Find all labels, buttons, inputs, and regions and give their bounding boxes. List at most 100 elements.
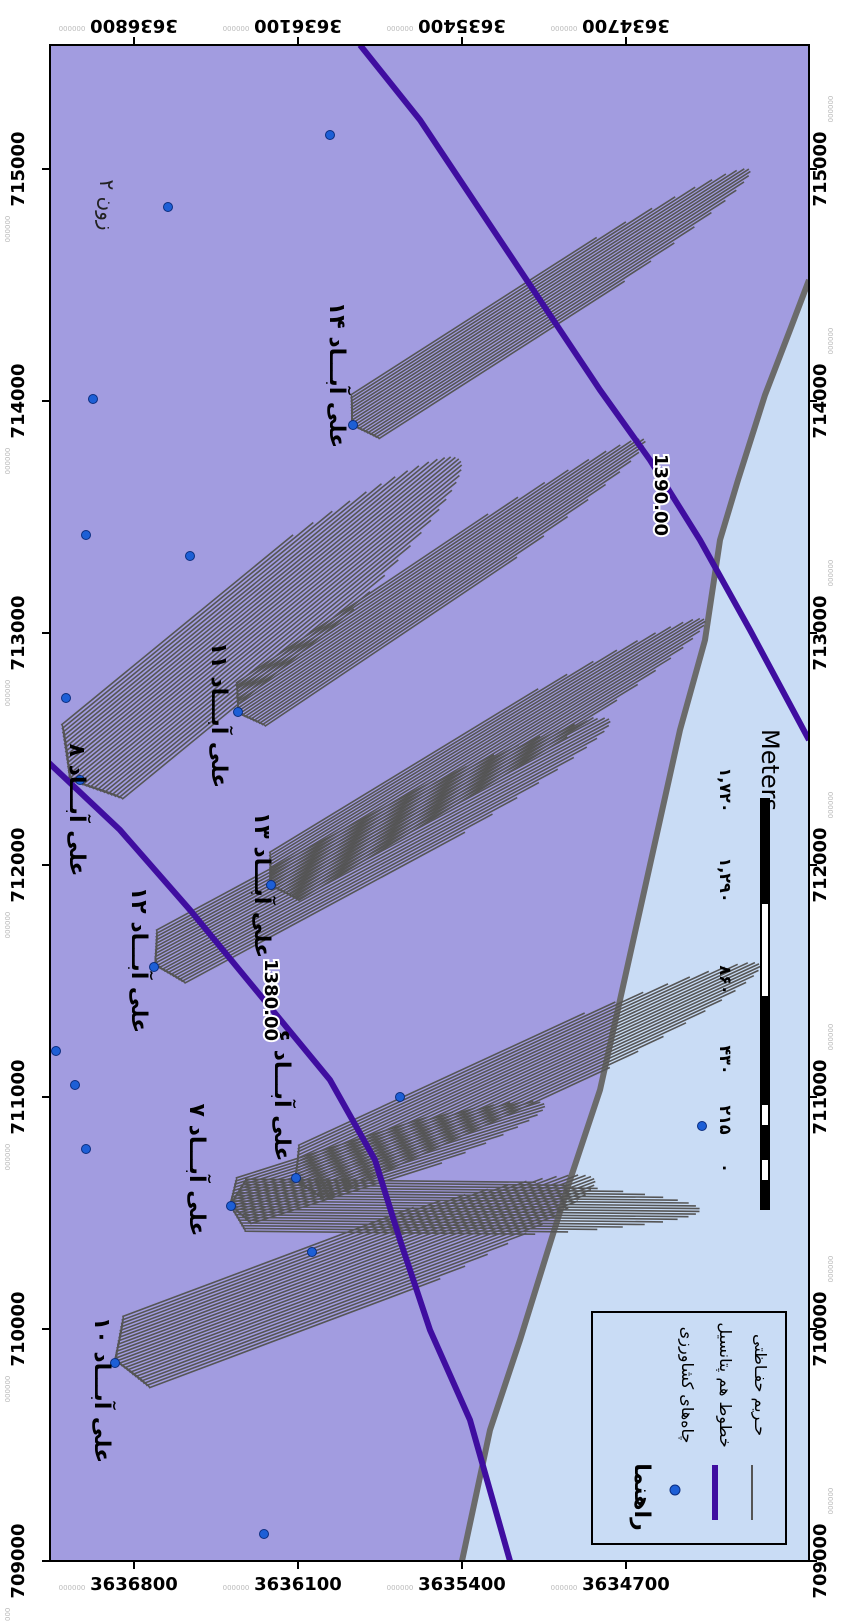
agricultural-well-dot bbox=[81, 1144, 91, 1154]
well-label: علی آبـــاد ۱۲ bbox=[126, 887, 154, 1033]
y-tick-label: 3636800 bbox=[90, 15, 178, 36]
agricultural-well-dot bbox=[325, 130, 335, 140]
x-tick-suffix: 000000 bbox=[4, 680, 12, 707]
y-tick-label: 3635400 bbox=[418, 15, 506, 36]
labelled-well-dot bbox=[149, 962, 159, 972]
legend-item-wells: چاه‌های کشاورزی bbox=[677, 1327, 697, 1444]
contour-label-1390: 1390.00 bbox=[650, 454, 671, 536]
agricultural-well-dot bbox=[185, 551, 195, 561]
agricultural-well-dot bbox=[51, 1046, 61, 1056]
x-tick-suffix: 000000 bbox=[827, 328, 835, 355]
x-tick-label: 709000 bbox=[810, 1523, 831, 1598]
x-tick-suffix: 000000 bbox=[827, 560, 835, 587]
scale-bar-tick-label: ۲۱۵ bbox=[716, 1105, 735, 1135]
legend-well-symbol bbox=[669, 1484, 681, 1496]
agricultural-well-dot bbox=[163, 202, 173, 212]
y-tick-label: 3636100 bbox=[254, 15, 342, 36]
agricultural-well-dot bbox=[307, 1247, 317, 1257]
y-tick-suffix: 000000 bbox=[387, 24, 414, 32]
labelled-well-dot bbox=[266, 880, 276, 890]
x-tick-label: 711000 bbox=[810, 1059, 831, 1134]
well-label: علی آبـــاد ۶ bbox=[269, 1029, 297, 1162]
x-tick-suffix: 000000 bbox=[4, 1376, 12, 1403]
x-tick-label: 712000 bbox=[8, 827, 29, 902]
x-tick-label: 712000 bbox=[810, 827, 831, 902]
plume-line bbox=[154, 831, 466, 984]
agricultural-well-dot bbox=[259, 1529, 269, 1539]
x-tick-suffix: 000000 bbox=[4, 216, 12, 243]
legend-item-boundary: حـریم حفـاظتی bbox=[750, 1334, 770, 1436]
legend-item-contours: خطوط هم پتانسیل bbox=[715, 1322, 735, 1447]
labelled-wells: علی آبـــاد ۱۰ علی آبـــاد ۷ علی آبـــاد ۶… bbox=[64, 302, 358, 1463]
y-tick-suffix: 000000 bbox=[551, 24, 578, 32]
y-tick-label: 3636800 bbox=[90, 1574, 178, 1595]
zone-label: زون ۲ bbox=[95, 179, 119, 230]
x-tick-suffix: 000000 bbox=[4, 912, 12, 939]
scale-bar-tick-label: ۱,۷۲۰ bbox=[716, 767, 735, 812]
y-tick-label: 3634700 bbox=[582, 15, 670, 36]
agricultural-well-dot bbox=[88, 394, 98, 404]
x-tick-label: 710000 bbox=[8, 1291, 29, 1366]
y-tick-label: 3636100 bbox=[254, 1574, 342, 1595]
y-tick-suffix: 000000 bbox=[387, 1584, 414, 1592]
scale-bar: ۰ ۲۱۵ ۴۳۰ ۸۶۰ ۱,۲۹۰ ۱,۷۲۰ Meters bbox=[716, 729, 784, 1210]
y-tick-suffix: 000000 bbox=[59, 24, 86, 32]
x-tick-suffix: 000000 bbox=[4, 1144, 12, 1171]
x-tick-suffix: 000000 bbox=[827, 1024, 835, 1051]
x-tick-label: 713000 bbox=[810, 595, 831, 670]
legend-box bbox=[591, 1311, 787, 1545]
scale-bar-body bbox=[760, 798, 770, 1210]
x-tick-label: 715000 bbox=[810, 131, 831, 206]
y-axis-top: 3634700 000000 3635400 000000 3636100 000000 3… bbox=[59, 15, 670, 45]
agricultural-well-dot bbox=[395, 1092, 405, 1102]
contour-label-1380: 1380.00 bbox=[260, 959, 281, 1041]
y-tick-label: 3635400 bbox=[418, 1574, 506, 1595]
labelled-well-dot bbox=[233, 707, 243, 717]
labelled-well-dot bbox=[110, 1358, 120, 1368]
map-frame bbox=[49, 44, 810, 1562]
x-tick-label: 709000 bbox=[8, 1523, 29, 1598]
x-tick-label: 711000 bbox=[8, 1059, 29, 1134]
x-axis-right: 709000 000000 710000 000000 711000 000000 7120… bbox=[809, 96, 835, 1599]
legend: راهنما چاه‌های کشاورزی خطوط هم پتانسیل ح… bbox=[591, 1311, 787, 1545]
legend-title: راهنما bbox=[629, 1463, 654, 1530]
contour-line-1390 bbox=[357, 45, 809, 742]
x-tick-label: 713000 bbox=[8, 595, 29, 670]
scale-bar-segment bbox=[762, 1105, 768, 1125]
y-tick-suffix: 000000 bbox=[551, 1584, 578, 1592]
x-tick-label: 714000 bbox=[8, 363, 29, 438]
x-tick-suffix: 000000 bbox=[827, 96, 835, 123]
well-label: علی آبـــاد ۱۳ bbox=[249, 812, 277, 958]
y-axis-bottom: 3634700 000000 3635400 000000 3636100 000000 3… bbox=[59, 1561, 670, 1595]
scale-bar-tick-label: ۸۶۰ bbox=[716, 965, 735, 994]
y-tick-label: 3634700 bbox=[582, 1574, 670, 1595]
agricultural-well-dot bbox=[61, 693, 71, 703]
x-tick-label: 715000 bbox=[8, 131, 29, 206]
y-tick-suffix: 000000 bbox=[223, 1584, 250, 1592]
plume-line bbox=[114, 1277, 441, 1389]
agricultural-well-dot bbox=[697, 1121, 707, 1131]
well-label: علی آبـــاد ۱۱ bbox=[206, 642, 234, 788]
well-label: علی آبـــاد ۸ bbox=[64, 744, 92, 877]
x-tick-suffix: 000000 bbox=[827, 1256, 835, 1283]
labelled-well-dot bbox=[226, 1201, 236, 1211]
agricultural-wells bbox=[51, 130, 707, 1539]
well-label: علی آبـــاد ۱۰ bbox=[89, 1317, 117, 1463]
scale-bar-tick-label: ۱,۲۹۰ bbox=[716, 857, 735, 902]
labelled-well-dot bbox=[348, 420, 358, 430]
well-label: علی آبـــاد ۷ bbox=[184, 1104, 212, 1237]
x-tick-suffix: 000000 bbox=[4, 448, 12, 475]
x-tick-label: 714000 bbox=[810, 363, 831, 438]
plume-line bbox=[269, 736, 568, 902]
scale-bar-tick-label: ۰ bbox=[716, 1163, 735, 1173]
plume-line bbox=[237, 556, 518, 728]
x-axis-left: 709000 000000 710000 000000 711000 000000 7120… bbox=[4, 131, 50, 1621]
scale-bar-segment bbox=[762, 1160, 768, 1180]
agricultural-well-dot bbox=[70, 1080, 80, 1090]
x-tick-suffix: 000000 bbox=[4, 1608, 12, 1621]
x-tick-suffix: 000000 bbox=[827, 1488, 835, 1515]
contour-line-1380 bbox=[50, 759, 513, 1561]
protection-boundary-line bbox=[459, 278, 809, 1561]
plume-line bbox=[294, 1066, 611, 1201]
